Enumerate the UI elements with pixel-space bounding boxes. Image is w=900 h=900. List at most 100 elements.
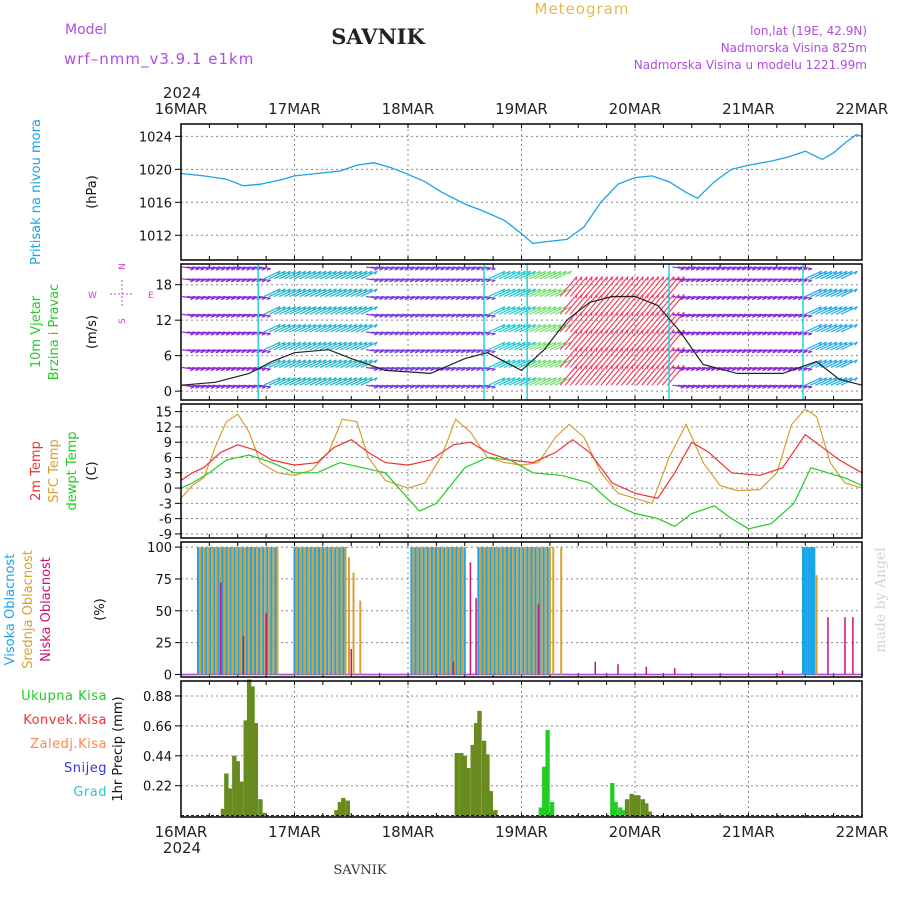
wind-arrow — [391, 278, 404, 282]
wind-arrow-head — [200, 297, 205, 301]
wind-arrow — [263, 270, 281, 280]
wind-arrow — [473, 266, 486, 270]
wind-arrow-head — [762, 350, 767, 354]
wind-arrow — [371, 331, 384, 335]
wind-arrow — [687, 366, 700, 370]
wind-arrow-head — [241, 333, 246, 336]
wind-arrow-head — [251, 386, 256, 389]
precip-bar-total — [542, 766, 547, 816]
wind-arrow-head — [445, 297, 450, 301]
wind-arrow-head — [711, 279, 716, 283]
wind-arrow — [708, 331, 721, 335]
wind-arrow-head — [476, 297, 481, 301]
y-tick-label: -3 — [159, 497, 172, 512]
wind-arrow — [233, 266, 246, 270]
wind-arrow-head — [266, 368, 271, 372]
wind-arrow — [708, 313, 721, 317]
wind-arrow — [329, 306, 347, 315]
wind-arrow-head — [726, 297, 731, 301]
wind-arrow — [810, 377, 827, 386]
wind-arrow — [534, 288, 552, 298]
wind-arrow — [253, 349, 266, 353]
wind-arrow — [238, 313, 251, 317]
wind-arrow — [559, 329, 578, 351]
wind-arrow-head — [606, 276, 609, 281]
wind-arrow-head — [751, 368, 757, 372]
wind-arrow-head — [772, 268, 777, 271]
wind-arrow — [243, 295, 256, 299]
wind-arrow-head — [374, 359, 378, 364]
wind-arrow — [743, 295, 756, 299]
wind-arrow — [779, 331, 792, 335]
wind-arrow — [473, 331, 486, 335]
wind-arrow-head — [379, 315, 384, 318]
wind-arrow-head — [782, 315, 787, 318]
wind-arrow — [202, 349, 215, 353]
wind-arrow-head — [394, 279, 399, 283]
wind-arrow — [646, 329, 665, 351]
wind-arrow — [197, 349, 210, 353]
wind-arrow — [182, 295, 195, 299]
wind-arrow — [794, 266, 808, 270]
wind-arrow — [672, 313, 685, 317]
wind-arrow-head — [787, 386, 792, 389]
wind-arrow — [544, 288, 562, 298]
wind-arrow — [804, 377, 822, 386]
wind-arrow — [238, 384, 251, 388]
wind-arrow-head — [772, 333, 777, 336]
wind-arrow-head — [399, 386, 404, 389]
wind-arrow — [815, 377, 833, 386]
wind-arrow — [498, 359, 516, 369]
wind-arrow — [804, 306, 822, 315]
wind-arrow-head — [236, 268, 241, 271]
wind-arrow — [437, 278, 450, 282]
wind-arrow — [585, 311, 603, 333]
wind-arrow — [748, 366, 762, 370]
wind-arrow — [738, 313, 751, 317]
wind-arrow — [329, 341, 347, 351]
wind-arrow-head — [465, 368, 471, 372]
wind-arrow — [815, 306, 833, 315]
wind-arrow-head — [409, 297, 414, 301]
wind-arrow — [825, 288, 843, 298]
wind-arrow-head — [662, 276, 665, 281]
wind-arrow-head — [646, 276, 649, 281]
wind-arrow-head — [777, 386, 782, 389]
wind-arrow — [769, 313, 782, 317]
wind-arrow — [769, 266, 782, 270]
wind-arrow — [335, 288, 352, 298]
wind-arrow-head — [220, 297, 225, 301]
wind-arrow — [432, 295, 445, 299]
wind-arrow — [580, 276, 598, 297]
lonlat-label: lon,lat (19E, 42.9N) — [750, 24, 867, 38]
wind-arrow — [580, 347, 598, 368]
wind-arrow-head — [716, 268, 721, 271]
wind-arrow — [217, 266, 230, 270]
wind-arrow-head — [854, 270, 858, 275]
wind-arrow-head — [404, 386, 409, 389]
wind-arrow-head — [595, 276, 598, 281]
wind-arrow-head — [195, 268, 200, 271]
wind-arrow — [626, 311, 644, 333]
wind-arrow — [468, 331, 481, 335]
wind-arrow-head — [373, 279, 379, 283]
precip-bar-total — [610, 783, 615, 816]
wind-arrow-head — [792, 315, 797, 318]
wind-arrow — [187, 313, 200, 317]
wind-arrow — [569, 347, 588, 368]
wind-arrow-head — [404, 279, 409, 283]
wind-arrow — [233, 331, 246, 335]
wind-arrow — [615, 276, 634, 297]
wind-arrow — [222, 331, 235, 335]
wind-arrow-head — [195, 386, 200, 389]
wind-arrow — [197, 331, 210, 335]
y-tick-label: -6 — [159, 513, 172, 528]
wind-arrow — [427, 366, 440, 370]
wind-arrow — [447, 266, 460, 270]
wind-arrow-head — [210, 350, 215, 354]
wind-arrow — [212, 295, 225, 299]
wind-arrow — [263, 288, 281, 298]
wind-arrow — [738, 331, 751, 335]
wind-arrow-head — [695, 350, 700, 354]
year-label-top: 2024 — [163, 84, 201, 102]
